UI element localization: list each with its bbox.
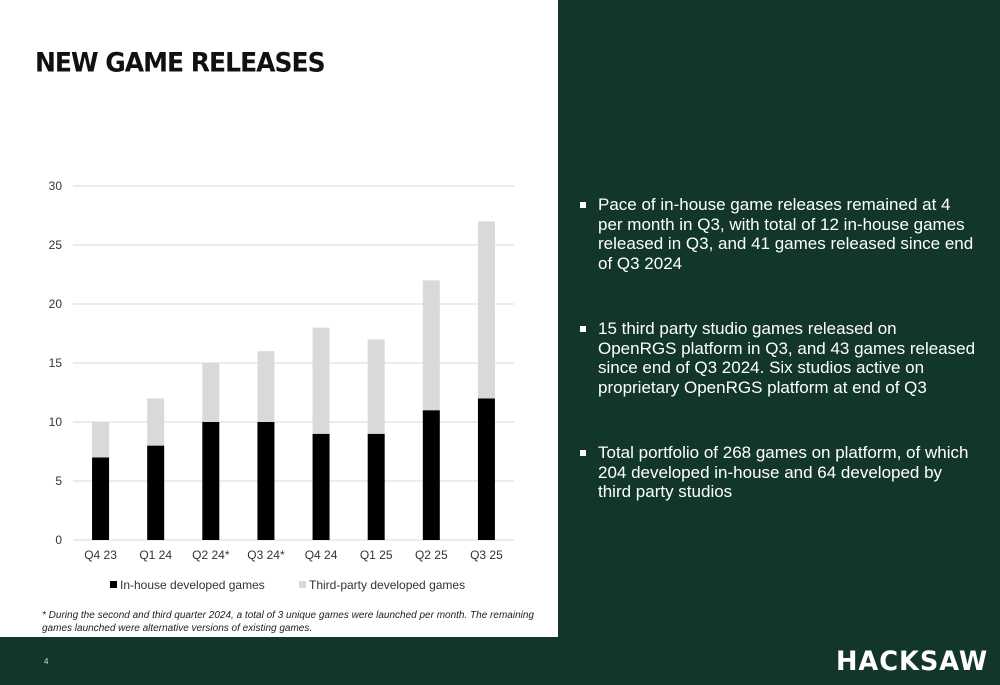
legend-swatch (110, 581, 117, 588)
highlight-item: Total portfolio of 268 games on platform… (578, 443, 978, 502)
bar-segment (312, 327, 330, 434)
chart-footnote: * During the second and third quarter 20… (42, 610, 534, 634)
highlight-item: 15 third party studio games released on … (578, 319, 978, 397)
bar-segment (147, 445, 165, 540)
highlights-list: Pace of in-house game releases remained … (578, 195, 978, 502)
bullet-marker (580, 450, 586, 456)
bar-segment (312, 433, 330, 540)
x-tick-label: Q3 25 (470, 548, 503, 562)
y-tick-label: 10 (49, 415, 63, 429)
x-tick-label: Q2 24* (192, 548, 230, 562)
page-title: NEW GAME RELEASES (35, 47, 326, 78)
y-tick-label: 30 (49, 179, 63, 193)
x-tick-label: Q3 24* (247, 548, 285, 562)
legend-label: Third-party developed games (309, 578, 465, 592)
bar-segment (367, 339, 385, 434)
highlight-text: 15 third party studio games released on … (598, 319, 976, 397)
x-tick-label: Q4 24 (305, 548, 338, 562)
x-tick-label: Q1 25 (360, 548, 393, 562)
hacksaw-logo: HACKSAW (836, 646, 989, 677)
bullet-marker (580, 326, 586, 332)
legend-label: In-house developed games (120, 578, 265, 592)
highlight-item: Pace of in-house game releases remained … (578, 195, 978, 273)
bar-segment (422, 280, 440, 411)
bar-segment (477, 221, 495, 399)
y-tick-label: 0 (55, 533, 62, 547)
y-tick-label: 20 (49, 297, 63, 311)
bar-segment (257, 422, 275, 540)
x-tick-label: Q2 25 (415, 548, 448, 562)
chart-panel: NEW GAME RELEASES 0 5 10 15 20 25 30 Q4 23 Q1 24… (0, 0, 558, 637)
y-tick-label: 5 (55, 474, 62, 488)
highlight-text: Pace of in-house game releases remained … (598, 195, 974, 273)
highlights-panel: Pace of in-house game releases remained … (578, 195, 978, 548)
bar-segment (202, 363, 220, 422)
bar-segment (422, 410, 440, 540)
bullet-marker (580, 202, 586, 208)
x-tick-label: Q1 24 (139, 548, 172, 562)
legend-swatch (299, 581, 306, 588)
bar-segment (477, 398, 495, 540)
bar-segment (92, 422, 110, 458)
y-tick-label: 25 (49, 238, 63, 252)
bar-segment (92, 457, 110, 540)
bar-segment (257, 351, 275, 422)
x-tick-label: Q4 23 (84, 548, 117, 562)
stacked-bar-chart: 0 5 10 15 20 25 30 Q4 23 Q1 24 Q2 24* Q3 24* Q4 24 Q… (49, 179, 514, 592)
highlight-text: Total portfolio of 268 games on platform… (598, 443, 969, 501)
bar-segment (202, 422, 220, 540)
bar-segment (367, 433, 385, 540)
y-tick-label: 15 (49, 356, 63, 370)
page-number: 4 (44, 657, 49, 666)
bar-segment (147, 398, 165, 446)
